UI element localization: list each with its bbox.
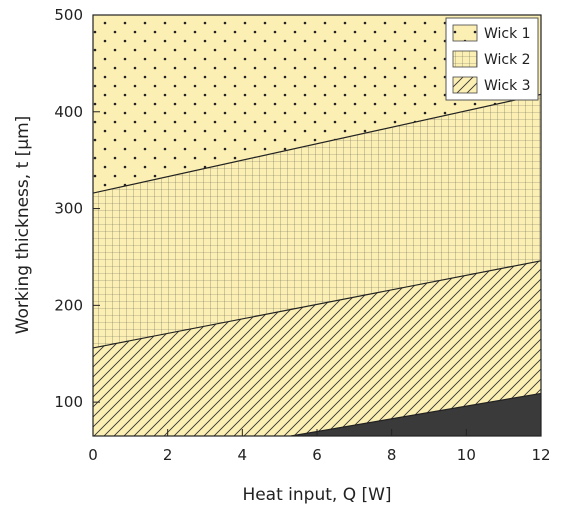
boundary-line-wick3-dark (290, 392, 541, 436)
legend-label-wick-3: Wick 3 (484, 78, 531, 94)
y-tick-label: 100 (54, 393, 83, 411)
legend-swatch-wick-1 (452, 24, 478, 42)
legend-label-wick-1: Wick 1 (484, 26, 531, 42)
x-tick-label: 0 (88, 446, 98, 464)
x-tick-label: 12 (531, 446, 550, 464)
y-tick-label: 300 (54, 200, 83, 218)
legend-swatch-wick-3 (452, 76, 478, 94)
x-axis-label: Heat input, Q [W] (242, 485, 391, 505)
x-tick-label: 10 (457, 446, 476, 464)
y-axis-label: Working thickness, t [μm] (13, 116, 33, 335)
boundary-line-wick1-wick2 (93, 93, 541, 194)
y-tick-label: 500 (54, 6, 83, 24)
legend-label-wick-2: Wick 2 (484, 52, 531, 68)
x-axis: 0 2 4 6 8 10 12 (88, 429, 551, 464)
y-axis: 100 200 300 400 500 (54, 6, 100, 411)
x-tick-label: 2 (163, 446, 173, 464)
legend-swatch-wick-2 (452, 50, 478, 68)
y-tick-label: 400 (54, 103, 83, 121)
region-wick-2 (93, 94, 541, 348)
y-tick-label: 200 (54, 296, 83, 314)
x-tick-label: 6 (312, 446, 322, 464)
legend: Wick 1 Wick 2 Wick 3 (445, 17, 539, 101)
boundary-line-wick2-wick3 (93, 260, 541, 349)
region-wick-1 (93, 15, 541, 194)
region-wick-3 (93, 260, 541, 436)
x-tick-label: 8 (387, 446, 397, 464)
x-tick-label: 4 (238, 446, 248, 464)
